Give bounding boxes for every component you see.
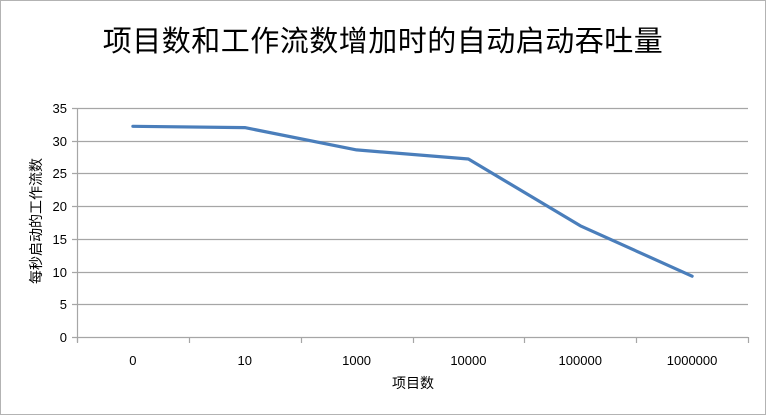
chart-title: 项目数和工作流数增加时的自动启动吞吐量 xyxy=(102,24,664,58)
y-tick-label: 15 xyxy=(53,232,67,247)
y-tick-label: 10 xyxy=(53,265,67,280)
y-tick-label: 35 xyxy=(53,101,67,116)
gridlines xyxy=(72,107,748,339)
x-tick-labels: 0 10 1000 10000 100000 1000000 xyxy=(129,353,717,368)
x-tick-label: 10000 xyxy=(450,353,486,368)
y-tick-label: 30 xyxy=(53,134,67,149)
x-tick-label: 0 xyxy=(129,353,136,368)
data-series xyxy=(131,124,694,278)
y-tick-label: 20 xyxy=(53,199,67,214)
y-tick-label: 25 xyxy=(53,166,67,181)
y-tick-labels: 0 5 10 15 20 25 30 35 xyxy=(53,101,67,345)
x-tick-label: 1000 xyxy=(342,353,371,368)
x-tick-label: 10 xyxy=(238,353,252,368)
y-tick-label: 5 xyxy=(60,297,67,312)
series-line xyxy=(131,124,694,278)
y-tick-label: 0 xyxy=(60,330,67,345)
x-tick-label: 100000 xyxy=(559,353,602,368)
x-axis-label: 项目数 xyxy=(392,376,434,392)
x-tick-label: 1000000 xyxy=(667,353,718,368)
axes xyxy=(76,108,750,343)
